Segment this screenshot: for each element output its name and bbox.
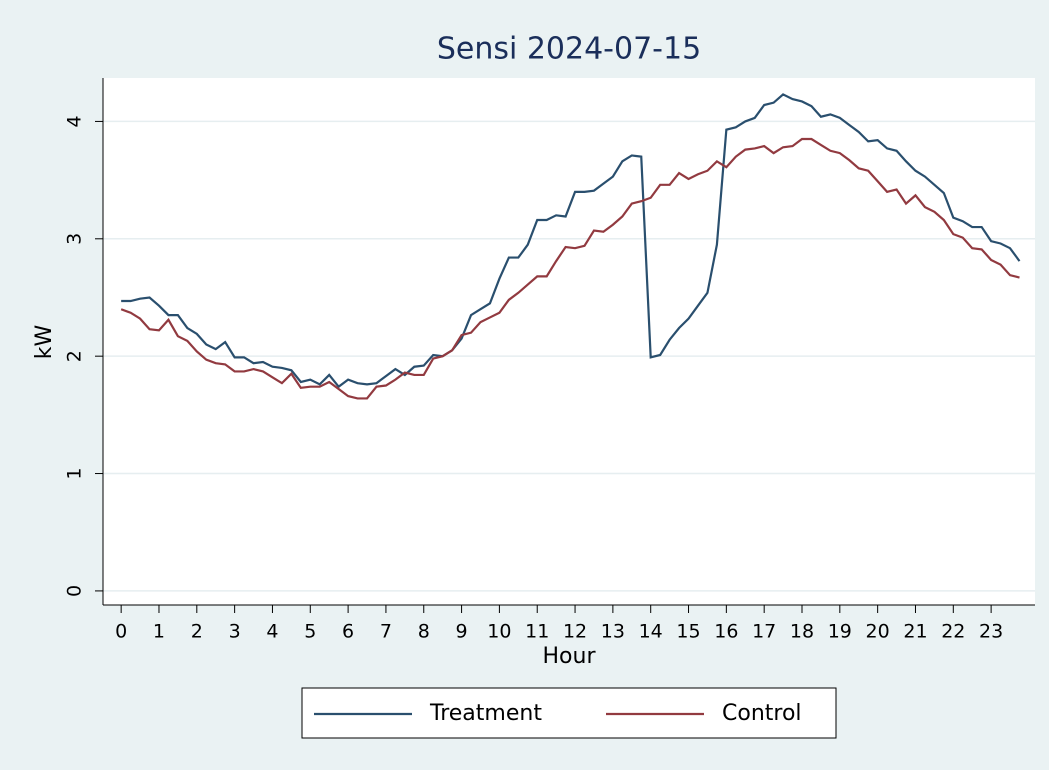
y-tick-label: 4 (64, 115, 86, 127)
x-tick-label: 8 (418, 621, 430, 643)
y-tick-label: 3 (64, 233, 86, 245)
y-axis-label: kW (32, 325, 57, 360)
chart-title: Sensi 2024-07-15 (437, 32, 701, 67)
y-tick-label: 1 (64, 467, 86, 479)
x-tick-label: 1 (153, 621, 165, 643)
x-tick-label: 2 (191, 621, 203, 643)
x-tick-label: 3 (229, 621, 241, 643)
x-tick-label: 7 (380, 621, 392, 643)
x-tick-label: 9 (456, 621, 468, 643)
y-tick-label: 2 (64, 350, 86, 362)
plot-area (103, 78, 1035, 605)
x-tick-label: 16 (714, 621, 738, 643)
series-line (121, 93, 1021, 389)
x-tick-label: 6 (342, 621, 354, 643)
x-tick-label: 17 (752, 621, 776, 643)
x-tick-label: 19 (828, 621, 852, 643)
series-line (120, 137, 1020, 400)
y-tick-label: 0 (64, 585, 86, 597)
x-axis-label: Hour (543, 644, 597, 669)
x-tick-label: 4 (266, 621, 278, 643)
x-tick-label: 0 (115, 621, 127, 643)
x-tick-label: 11 (525, 621, 549, 643)
x-tick-label: 22 (941, 621, 965, 643)
x-tick-label: 15 (676, 621, 700, 643)
x-tick-label: 18 (790, 621, 814, 643)
x-tick-label: 14 (639, 621, 663, 643)
x-tick-label: 10 (487, 621, 511, 643)
legend-label: Control (722, 701, 802, 726)
legend-label: Treatment (429, 701, 542, 726)
x-tick-label: 13 (601, 621, 625, 643)
x-tick-label: 5 (304, 621, 316, 643)
x-tick-label: 12 (563, 621, 587, 643)
x-tick-label: 20 (866, 621, 890, 643)
x-tick-label: 21 (903, 621, 927, 643)
x-tick-label: 23 (979, 621, 1003, 643)
